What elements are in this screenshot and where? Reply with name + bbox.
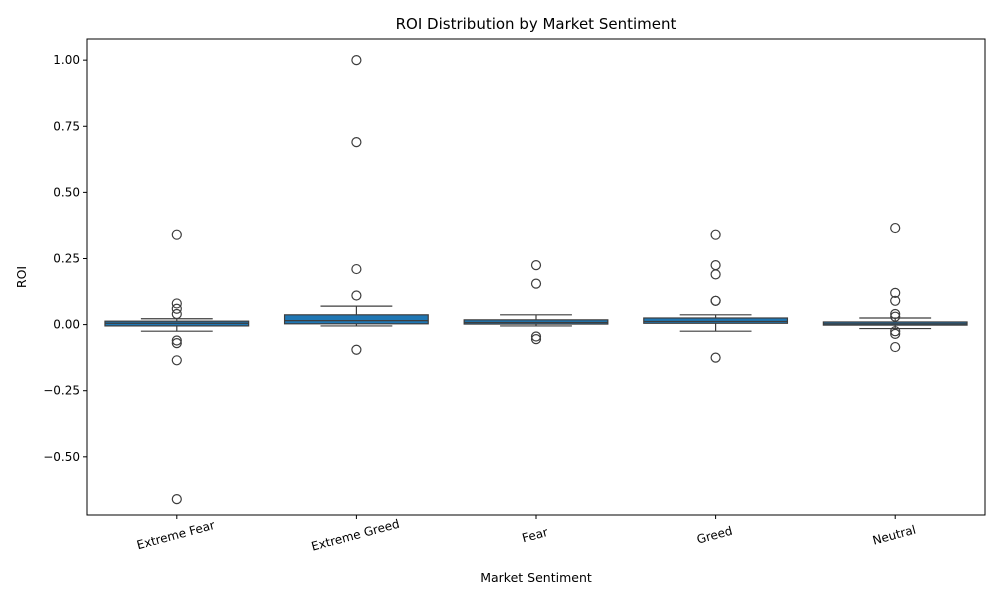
outlier-point — [710, 269, 721, 280]
outlier-point — [710, 260, 721, 271]
box-iqr — [643, 317, 789, 324]
outlier-point — [171, 308, 182, 320]
outlier-point — [351, 290, 362, 301]
x-tick-label: Neutral — [871, 523, 917, 548]
outlier-point — [171, 229, 182, 240]
y-tick-label: 1.00 — [53, 53, 80, 67]
y-tick-label: 0.50 — [53, 185, 80, 199]
x-tick-label: Fear — [521, 525, 550, 545]
outlier-point — [171, 355, 182, 366]
x-tick-label: Greed — [695, 524, 734, 547]
outlier-point — [351, 137, 362, 148]
outlier-point — [890, 287, 901, 298]
y-tick-label: −0.25 — [43, 384, 80, 398]
outlier-point — [890, 295, 901, 306]
outlier-point — [530, 331, 542, 342]
outlier-point — [710, 352, 721, 363]
outlier-point — [171, 335, 182, 346]
box-group-extreme-fear — [104, 229, 250, 505]
outlier-point — [890, 311, 901, 322]
box-iqr — [283, 314, 429, 325]
box-group-greed — [643, 229, 789, 363]
outlier-point — [710, 295, 721, 306]
outlier-point — [351, 263, 362, 275]
x-tick-label: Extreme Greed — [310, 517, 401, 554]
y-tick-label: 0.00 — [53, 318, 80, 332]
y-tick-label: −0.50 — [43, 450, 80, 464]
outlier-point — [530, 278, 542, 289]
outlier-point — [890, 341, 901, 353]
y-axis-title: ROI — [14, 266, 29, 288]
y-tick-label: 0.25 — [53, 251, 80, 265]
outlier-point — [171, 298, 182, 309]
outlier-point — [890, 328, 901, 339]
outlier-point — [710, 229, 721, 240]
y-axis: −0.50 −0.25 0.00 0.25 0.50 0.75 1.00 — [43, 53, 87, 464]
x-axis: Extreme Fear Extreme Greed Fear Greed Neutra… — [135, 515, 917, 554]
outlier-point — [890, 308, 901, 320]
x-axis-title: Market Sentiment — [480, 570, 592, 585]
x-tick-label: Extreme Fear — [135, 518, 216, 552]
box-group-extreme-greed — [283, 55, 429, 355]
outlier-point — [171, 494, 182, 505]
box-group-neutral — [822, 222, 968, 353]
outlier-point — [171, 338, 182, 349]
outlier-point — [890, 222, 901, 234]
outlier-point — [530, 260, 542, 271]
outlier-point — [890, 326, 901, 337]
plot-area — [104, 55, 968, 505]
chart-title: ROI Distribution by Market Sentiment — [396, 15, 677, 33]
outlier-point — [351, 344, 362, 355]
y-tick-label: 0.75 — [53, 119, 80, 133]
outlier-point — [530, 334, 542, 345]
plot-frame — [86, 38, 986, 516]
outlier-point — [351, 55, 362, 66]
box-group-fear — [463, 260, 609, 345]
outlier-point — [171, 303, 182, 314]
